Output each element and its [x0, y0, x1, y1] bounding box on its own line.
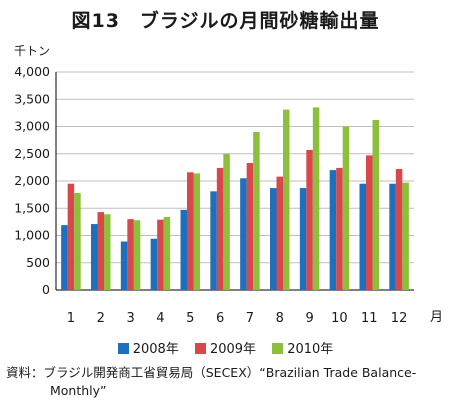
bar-2010年-2	[104, 214, 111, 290]
bar-2009年-10	[336, 167, 343, 290]
bar-2008年-1	[61, 225, 68, 290]
bar-2009年-7	[246, 163, 254, 290]
bar-2010年-10	[342, 126, 350, 290]
bar-2010年-9	[312, 107, 320, 290]
bar-2008年-4	[150, 238, 158, 290]
bar-2010年-11	[372, 119, 379, 291]
legend-swatch-2009	[194, 343, 206, 354]
bar-2010年-7	[253, 131, 260, 290]
legend-swatch-2010	[272, 343, 284, 354]
x-tick-label: 10	[331, 311, 348, 326]
x-tick-label: 1	[67, 311, 75, 326]
bar-2010年-8	[283, 109, 290, 290]
legend-item-2008: 2008年	[117, 338, 179, 357]
source-note: 資料：ブラジル開発商工省貿易局（SECEX）“Brazilian Trade B…	[6, 364, 446, 400]
y-axis-unit-label: 千トン	[14, 44, 51, 58]
bar-2010年-12	[402, 182, 409, 290]
source-line-2: Monthly”	[50, 383, 107, 398]
y-tick-label: 3,000	[14, 119, 50, 134]
legend-item-2009: 2009年	[194, 338, 257, 357]
bar-2008年-8	[270, 188, 277, 290]
x-axis-unit-label: 月	[430, 310, 444, 325]
bar-2009年-8	[276, 176, 283, 290]
bar-2010年-1	[74, 192, 81, 290]
bar-2009年-5	[187, 172, 194, 290]
bar-2009年-2	[97, 212, 104, 290]
y-tick-label: 2,000	[14, 173, 50, 188]
bar-2008年-6	[210, 191, 217, 290]
bar-2008年-3	[120, 241, 128, 290]
legend-label-2009: 2009年	[209, 342, 257, 357]
y-tick-label: 2,500	[14, 146, 50, 161]
y-tick-label: 0	[42, 282, 50, 297]
y-tick-label: 4,000	[14, 64, 50, 79]
legend-label-2010: 2010年	[287, 342, 334, 357]
bar-2010年-5	[193, 173, 200, 290]
y-tick-label: 1,000	[14, 228, 50, 243]
x-tick-label: 2	[97, 311, 105, 326]
bar-2008年-11	[359, 183, 366, 290]
bar-2008年-2	[91, 224, 98, 290]
x-tick-label: 12	[391, 311, 408, 326]
legend-label-2008: 2008年	[132, 342, 179, 357]
bar-2010年-3	[133, 220, 141, 290]
chart-title: 図13 ブラジルの月間砂糖輸出量	[71, 10, 380, 32]
x-tick-label: 8	[276, 311, 284, 326]
x-tick-label: 9	[305, 311, 313, 326]
y-tick-label: 1,500	[14, 200, 50, 215]
x-tick-label: 4	[156, 311, 164, 326]
bar-2009年-4	[157, 219, 164, 290]
bar-2009年-11	[366, 155, 373, 290]
legend: 2008年 2009年 2010年	[0, 338, 451, 357]
bar-2009年-6	[216, 167, 224, 290]
x-tick-label: 7	[246, 311, 254, 326]
legend-swatch-2008	[117, 343, 129, 354]
bar-2008年-5	[180, 209, 187, 290]
legend-item-2010: 2010年	[272, 338, 333, 357]
bar-2009年-3	[127, 219, 134, 290]
bar-2008年-12	[389, 183, 396, 290]
bar-2008年-9	[299, 188, 307, 290]
bar-2009年-12	[395, 169, 403, 290]
y-tick-label: 500	[26, 255, 50, 270]
x-tick-label: 3	[126, 311, 134, 326]
bar-2010年-4	[163, 216, 171, 290]
bar-2009年-9	[306, 149, 313, 290]
bar-2010年-6	[223, 153, 230, 290]
bar-2009年-1	[67, 183, 75, 290]
bar-2008年-7	[240, 178, 247, 290]
x-tick-label: 5	[186, 311, 194, 326]
source-line-1: 資料：ブラジル開発商工省貿易局（SECEX）“Brazilian Trade B…	[6, 365, 417, 380]
x-tick-label: 11	[361, 311, 378, 326]
y-tick-label: 3,500	[14, 91, 50, 106]
x-tick-label: 6	[216, 311, 224, 326]
bar-2008年-10	[329, 170, 337, 290]
